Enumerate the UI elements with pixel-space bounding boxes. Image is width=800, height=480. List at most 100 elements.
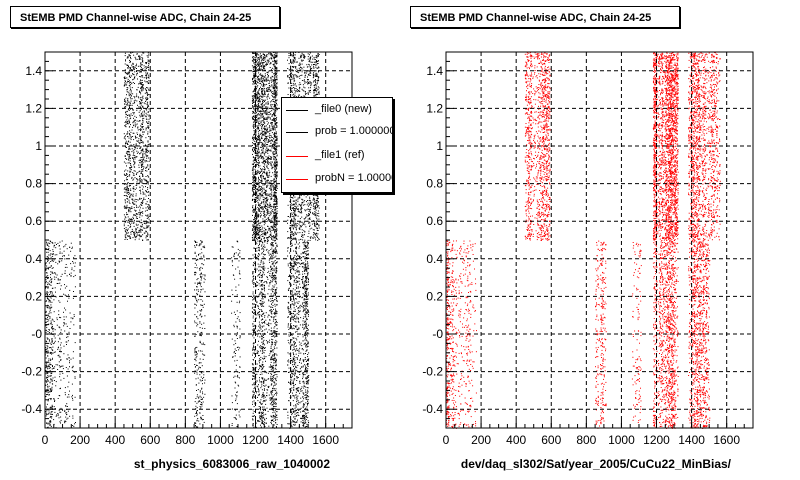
- data-point: [52, 377, 54, 379]
- data-point: [52, 272, 54, 274]
- data-point: [45, 415, 47, 417]
- data-point: [137, 96, 139, 98]
- data-point: [258, 93, 259, 95]
- data-point: [147, 187, 149, 188]
- data-point: [129, 84, 131, 85]
- data-point: [57, 348, 59, 350]
- data-point: [252, 157, 254, 159]
- data-point: [195, 426, 197, 428]
- data-point: [255, 185, 257, 187]
- data-point: [268, 207, 270, 209]
- data-point: [71, 269, 73, 271]
- data-point: [253, 147, 255, 149]
- data-point: [127, 150, 129, 152]
- data-point: [202, 353, 204, 355]
- data-point: [127, 108, 129, 110]
- data-point: [51, 365, 53, 366]
- data-point: [276, 72, 278, 74]
- data-point: [263, 212, 265, 214]
- data-point: [198, 362, 200, 364]
- data-point: [201, 417, 203, 419]
- data-point: [140, 63, 142, 65]
- data-point: [258, 152, 260, 154]
- data-point: [47, 251, 49, 253]
- data-point: [252, 148, 253, 150]
- data-point: [276, 79, 278, 80]
- data-point: [134, 115, 136, 117]
- data-point: [259, 53, 261, 55]
- data-point: [258, 208, 260, 209]
- data-point: [252, 401, 254, 403]
- data-point: [140, 172, 142, 174]
- data-point: [139, 71, 141, 72]
- data-point: [254, 357, 256, 359]
- data-point: [63, 255, 65, 256]
- data-point: [254, 148, 256, 150]
- data-point: [132, 154, 134, 156]
- data-point: [131, 148, 133, 150]
- data-point: [256, 69, 258, 70]
- data-point: [197, 282, 199, 284]
- data-point: [256, 153, 258, 155]
- data-point: [258, 147, 259, 149]
- data-point: [261, 157, 263, 159]
- data-point: [259, 106, 261, 108]
- data-point: [259, 190, 261, 191]
- data-point: [257, 154, 258, 156]
- data-point: [199, 314, 201, 316]
- data-point: [266, 150, 268, 151]
- data-point: [275, 136, 276, 138]
- data-point: [263, 147, 265, 149]
- data-point: [196, 369, 198, 371]
- data-point: [130, 225, 132, 227]
- data-point: [234, 314, 236, 315]
- data-point: [142, 60, 143, 62]
- data-point: [125, 191, 127, 193]
- data-point: [273, 112, 275, 114]
- data-point: [263, 163, 265, 165]
- data-point: [237, 376, 239, 378]
- data-point: [136, 95, 138, 97]
- data-point: [267, 179, 269, 181]
- data-point: [254, 225, 256, 227]
- data-point: [265, 159, 267, 160]
- data-point: [251, 60, 253, 62]
- data-point: [61, 260, 63, 262]
- data-point: [141, 159, 143, 161]
- data-point: [253, 143, 255, 145]
- data-point: [125, 179, 127, 181]
- data-point: [256, 53, 258, 55]
- data-point: [257, 95, 259, 97]
- data-point: [135, 195, 137, 197]
- data-point: [202, 300, 204, 302]
- data-point: [260, 238, 262, 240]
- data-point: [276, 155, 278, 157]
- data-point: [259, 74, 261, 76]
- data-point: [266, 56, 268, 58]
- data-point: [263, 172, 265, 174]
- data-point: [48, 299, 50, 301]
- data-point: [141, 157, 143, 158]
- data-point: [257, 97, 259, 99]
- data-point: [258, 138, 260, 140]
- data-point: [261, 134, 263, 136]
- data-point: [128, 151, 130, 153]
- data-point: [50, 312, 52, 314]
- data-point: [252, 258, 254, 259]
- data-point: [141, 150, 143, 152]
- data-point: [275, 72, 276, 74]
- data-point: [131, 75, 133, 77]
- data-point: [142, 207, 144, 209]
- data-point: [261, 135, 263, 137]
- data-point: [253, 119, 255, 121]
- data-point: [199, 253, 201, 255]
- data-point: [255, 134, 257, 136]
- data-point: [254, 130, 256, 132]
- data-point: [268, 174, 270, 176]
- data-point: [253, 105, 255, 107]
- data-point: [45, 262, 47, 264]
- data-point: [257, 103, 259, 105]
- data-point: [130, 207, 132, 209]
- data-point: [54, 408, 56, 410]
- data-point: [255, 177, 257, 179]
